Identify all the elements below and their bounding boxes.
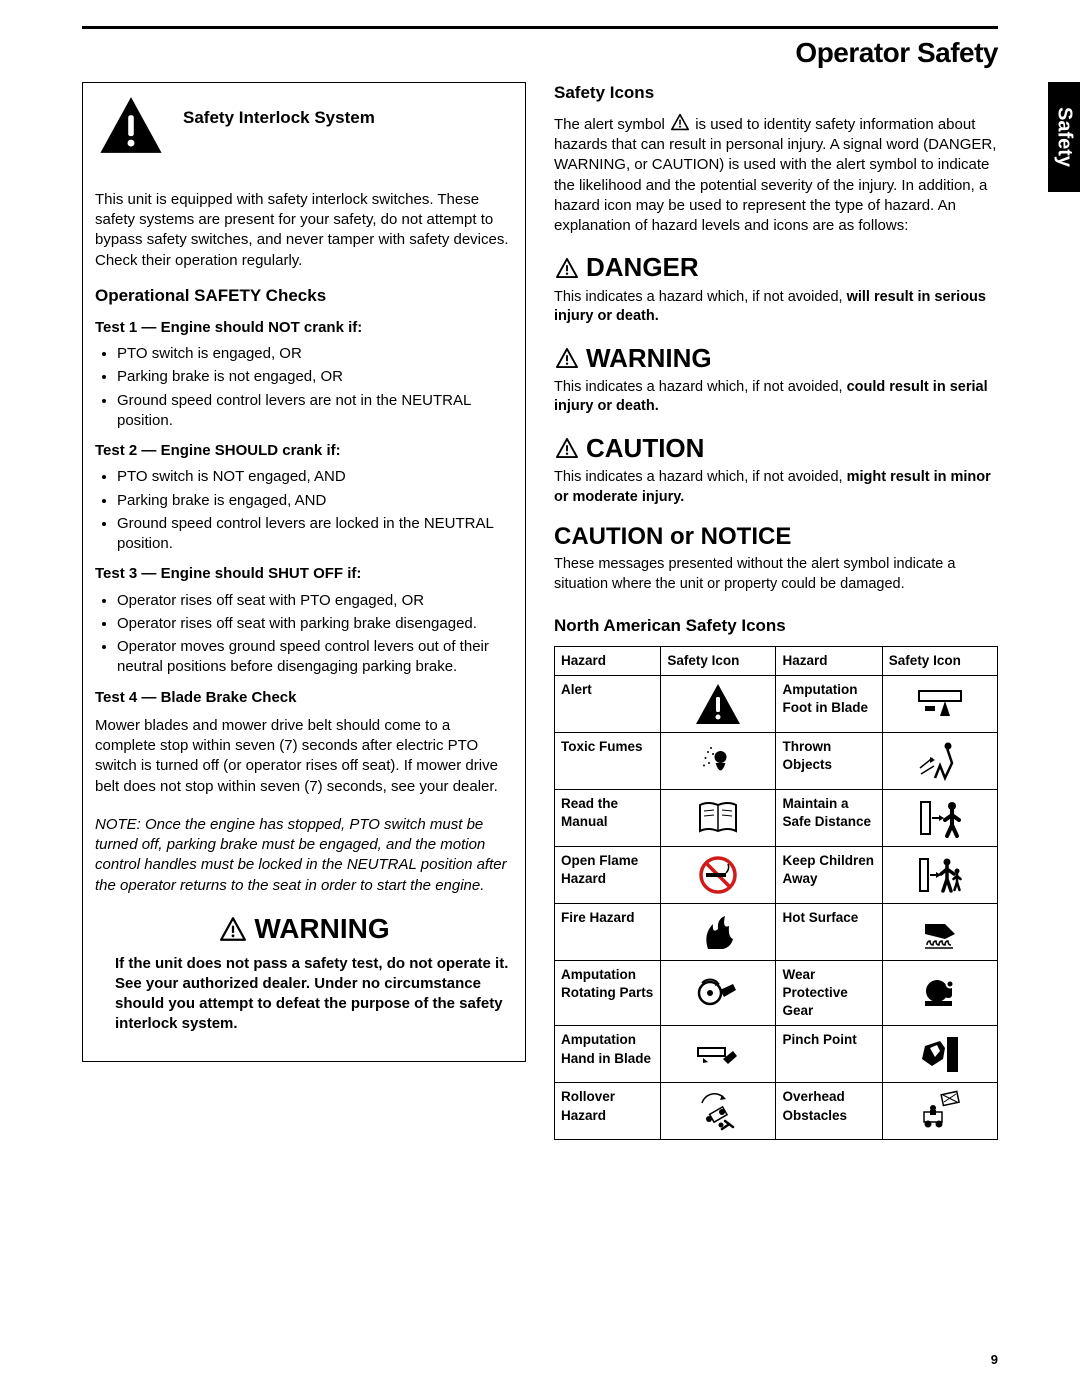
safety-icon-cell xyxy=(882,789,997,846)
hazard-label: Alert xyxy=(555,675,661,732)
hazard-label: Read the Manual xyxy=(555,789,661,846)
test3-list: Operator rises off seat with PTO engaged… xyxy=(117,591,513,678)
safety-icon-cell xyxy=(882,960,997,1026)
test1-heading: Test 1 — Engine should NOT crank if: xyxy=(95,318,513,338)
section-tab: Safety xyxy=(1048,82,1080,192)
icons-heading: Safety Icons xyxy=(554,82,998,105)
safety-icon-cell xyxy=(882,846,997,903)
hazard-label: Toxic Fumes xyxy=(555,732,661,789)
hazard-label: Amputation Hand in Blade xyxy=(555,1026,661,1083)
hazard-label: Fire Hazard xyxy=(555,903,661,960)
safety-icon-cell xyxy=(882,732,997,789)
list-item: Operator moves ground speed control leve… xyxy=(117,637,513,678)
warning-triangle-icon xyxy=(218,916,248,942)
safety-icon-cell xyxy=(661,846,776,903)
test1-list: PTO switch is engaged, OR Parking brake … xyxy=(117,344,513,431)
icons-para-a: The alert symbol xyxy=(554,116,669,133)
safety-icons-table: Hazard Safety Icon Hazard Safety Icon Al… xyxy=(554,646,998,1141)
notice-word: CAUTION or NOTICE xyxy=(554,521,791,553)
th-icon: Safety Icon xyxy=(661,646,776,675)
list-item: Operator rises off seat with PTO engaged… xyxy=(117,591,513,611)
note-paragraph: NOTE: Once the engine has stopped, PTO s… xyxy=(95,815,513,896)
test2-heading: Test 2 — Engine SHOULD crank if: xyxy=(95,441,513,461)
safety-icon-cell xyxy=(661,732,776,789)
warning-triangle-icon xyxy=(554,347,580,369)
caution-triangle-icon xyxy=(554,437,580,459)
test4-heading: Test 4 — Blade Brake Check xyxy=(95,688,513,708)
safety-icon-cell xyxy=(661,960,776,1026)
th-icon: Safety Icon xyxy=(882,646,997,675)
safety-icon-cell xyxy=(882,1083,997,1140)
safety-icon-cell xyxy=(661,675,776,732)
alert-triangle-icon xyxy=(95,93,167,157)
warning-paragraph: If the unit does not pass a safety test,… xyxy=(115,954,513,1035)
hazard-label: Maintain a Safe Distance xyxy=(776,789,882,846)
test3-heading: Test 3 — Engine should SHUT OFF if: xyxy=(95,564,513,584)
hazard-label: Keep Children Away xyxy=(776,846,882,903)
left-content-box: Safety Interlock System This unit is equ… xyxy=(82,82,526,1062)
notice-text: These messages presented without the ale… xyxy=(554,555,998,594)
danger-text: This indicates a hazard which, if not av… xyxy=(554,288,998,327)
safety-icon-cell xyxy=(661,903,776,960)
hazard-label: Pinch Point xyxy=(776,1026,882,1083)
list-item: Ground speed control levers are locked i… xyxy=(117,514,513,555)
list-item: PTO switch is engaged, OR xyxy=(117,344,513,364)
page-title: Operator Safety xyxy=(795,34,998,72)
safety-icon-cell xyxy=(882,675,997,732)
sis-heading: Safety Interlock System xyxy=(183,107,513,130)
warning-word: WARNING xyxy=(254,910,389,948)
safety-icon-cell xyxy=(661,1083,776,1140)
inline-alert-icon xyxy=(669,113,691,131)
icons-paragraph: The alert symbol is used to identity saf… xyxy=(554,113,998,237)
header-rule xyxy=(82,26,998,29)
hazard-label: Wear Protective Gear xyxy=(776,960,882,1026)
caution-word: CAUTION xyxy=(586,431,704,466)
warning-text: This indicates a hazard which, if not av… xyxy=(554,378,998,417)
list-item: Parking brake is not engaged, OR xyxy=(117,367,513,387)
caution-text: This indicates a hazard which, if not av… xyxy=(554,468,998,507)
table-heading: North American Safety Icons xyxy=(554,615,998,638)
hazard-label: Open Flame Hazard xyxy=(555,846,661,903)
list-item: Ground speed control levers are not in t… xyxy=(117,391,513,432)
icons-para-b: is used to identity safety information a… xyxy=(554,116,996,234)
safety-icon-cell xyxy=(661,1026,776,1083)
test4-paragraph: Mower blades and mower drive belt should… xyxy=(95,716,513,797)
checks-heading: Operational SAFETY Checks xyxy=(95,285,513,308)
hazard-label: Amputation Rotating Parts xyxy=(555,960,661,1026)
danger-triangle-icon xyxy=(554,257,580,279)
list-item: Operator rises off seat with parking bra… xyxy=(117,614,513,634)
list-item: Parking brake is engaged, AND xyxy=(117,491,513,511)
safety-icon-cell xyxy=(661,789,776,846)
danger-word: DANGER xyxy=(586,250,699,285)
list-item: PTO switch is NOT engaged, AND xyxy=(117,467,513,487)
hazard-label: Amputation Foot in Blade xyxy=(776,675,882,732)
warning-word: WARNING xyxy=(586,341,712,376)
hazard-label: Overhead Obstacles xyxy=(776,1083,882,1140)
test2-list: PTO switch is NOT engaged, AND Parking b… xyxy=(117,467,513,554)
hazard-label: Hot Surface xyxy=(776,903,882,960)
th-hazard: Hazard xyxy=(555,646,661,675)
th-hazard: Hazard xyxy=(776,646,882,675)
hazard-label: Rollover Hazard xyxy=(555,1083,661,1140)
page-number: 9 xyxy=(991,1351,998,1369)
safety-icon-cell xyxy=(882,903,997,960)
hazard-label: Thrown Objects xyxy=(776,732,882,789)
safety-icon-cell xyxy=(882,1026,997,1083)
sis-paragraph: This unit is equipped with safety interl… xyxy=(95,190,513,271)
